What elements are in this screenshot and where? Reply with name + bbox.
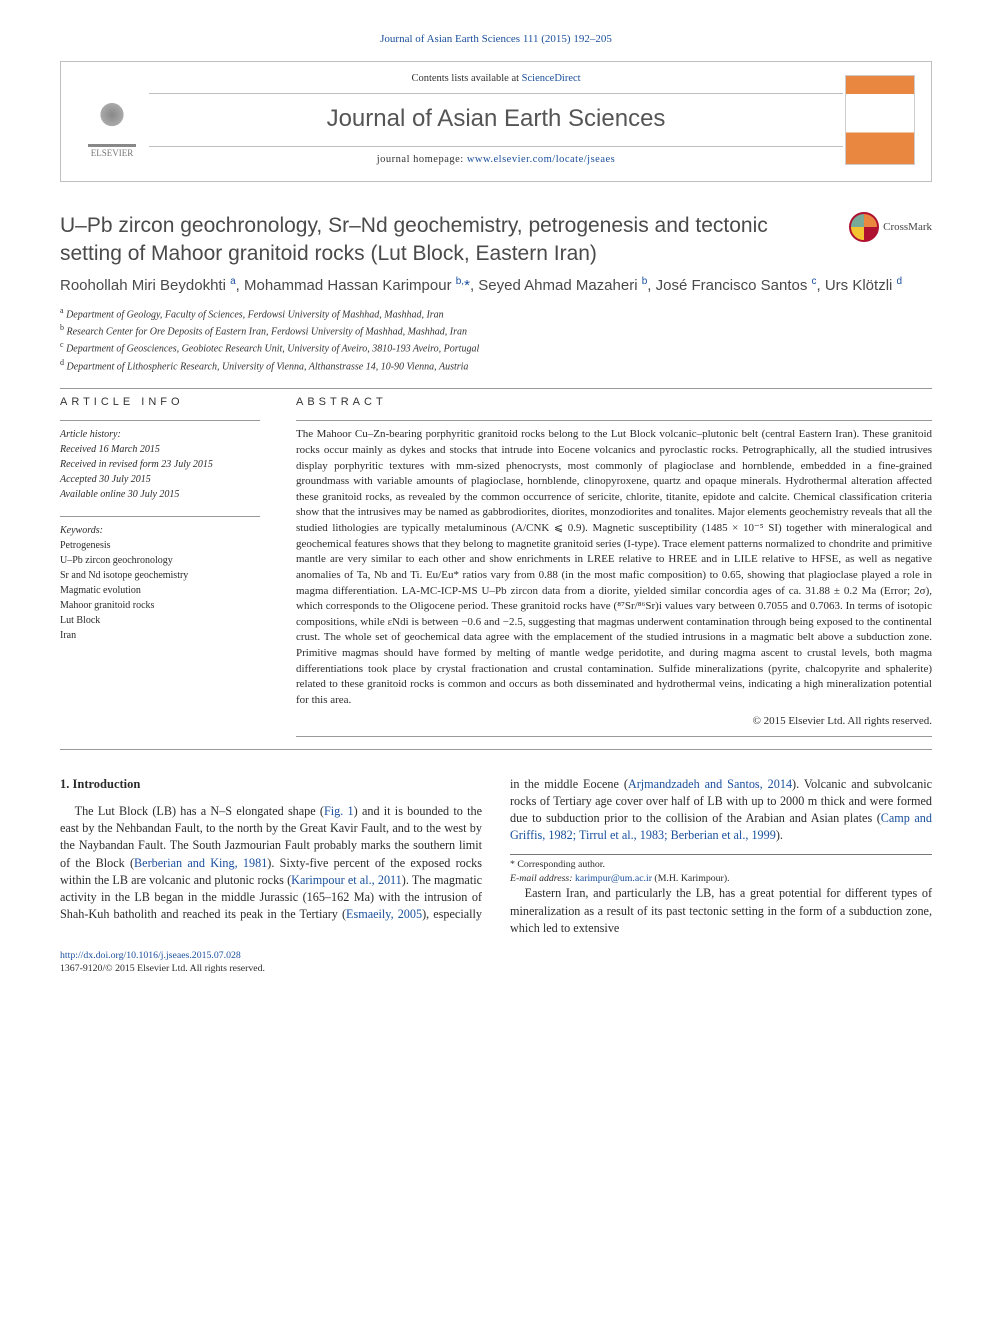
abstract-copyright: © 2015 Elsevier Ltd. All rights reserved… xyxy=(296,714,932,729)
fig-ref[interactable]: Fig. 1 xyxy=(324,804,354,818)
article-info-heading: ARTICLE INFO xyxy=(60,395,260,410)
crossmark-badge[interactable]: CrossMark xyxy=(849,212,932,242)
article-history: Article history: Received 16 March 2015R… xyxy=(60,427,260,502)
paper-title: U–Pb zircon geochronology, Sr–Nd geochem… xyxy=(60,212,849,267)
intro-heading: 1. Introduction xyxy=(60,776,482,794)
citation-line: Journal of Asian Earth Sciences 111 (201… xyxy=(60,32,932,47)
footer: http://dx.doi.org/10.1016/j.jseaes.2015.… xyxy=(60,949,932,976)
citation[interactable]: Karimpour xyxy=(291,873,344,887)
issn-line: 1367-9120/© 2015 Elsevier Ltd. All right… xyxy=(60,963,265,974)
citation[interactable]: Esmaeily, 2005 xyxy=(346,907,422,921)
introduction-section: 1. Introduction The Lut Block (LB) has a… xyxy=(60,776,932,937)
corresponding-footnote: * Corresponding author. E-mail address: … xyxy=(510,854,932,885)
divider xyxy=(60,388,932,389)
abstract-text: The Mahoor Cu–Zn-bearing porphyritic gra… xyxy=(296,427,932,708)
crossmark-icon xyxy=(849,212,879,242)
doi-link[interactable]: http://dx.doi.org/10.1016/j.jseaes.2015.… xyxy=(60,950,241,961)
citation[interactable]: et al., 2011 xyxy=(348,873,402,887)
abstract-heading: ABSTRACT xyxy=(296,395,932,410)
journal-cover-thumb xyxy=(845,75,915,165)
authors: Roohollah Miri Beydokhti a, Mohammad Has… xyxy=(60,275,932,297)
journal-homepage: journal homepage: www.elsevier.com/locat… xyxy=(149,146,843,168)
divider xyxy=(60,749,932,750)
elsevier-logo: ELSEVIER xyxy=(77,80,147,160)
sciencedirect-link[interactable]: ScienceDirect xyxy=(522,73,581,84)
citation[interactable]: Arjmandzadeh and Santos, 2014 xyxy=(628,777,792,791)
keywords-block: Keywords: PetrogenesisU–Pb zircon geochr… xyxy=(60,523,260,643)
intro-paragraph: Eastern Iran, and particularly the LB, h… xyxy=(510,885,932,936)
homepage-url[interactable]: www.elsevier.com/locate/jseaes xyxy=(467,154,615,165)
citation[interactable]: Berberian and King, 1981 xyxy=(134,856,267,870)
journal-header: ELSEVIER Contents lists available at Sci… xyxy=(60,61,932,182)
journal-name: Journal of Asian Earth Sciences xyxy=(155,102,837,136)
contents-available: Contents lists available at ScienceDirec… xyxy=(149,72,843,94)
email-link[interactable]: karimpur@um.ac.ir xyxy=(575,873,652,884)
affiliations: a Department of Geology, Faculty of Scie… xyxy=(60,305,932,374)
